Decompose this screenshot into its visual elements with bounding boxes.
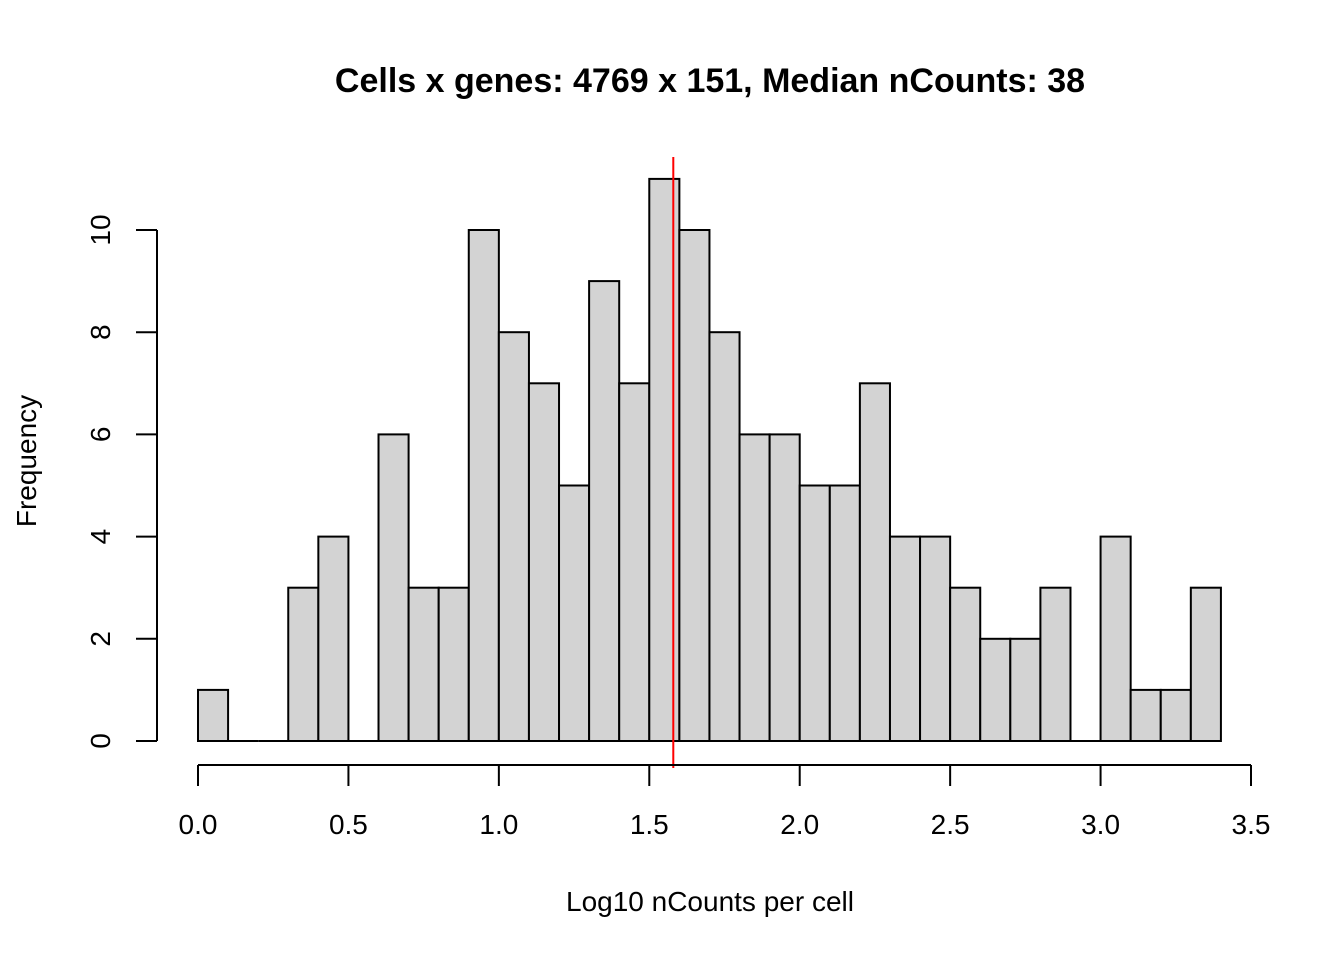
histogram-bar bbox=[317, 535, 350, 742]
x-tick-label: 1.5 bbox=[630, 809, 669, 840]
histogram-bar bbox=[919, 535, 952, 742]
histogram-bar bbox=[708, 331, 741, 742]
y-tick-label: 0 bbox=[85, 733, 116, 749]
x-axis: 0.0 0.5 1.0 1.5 2.0 2.5 3.0 3.5 bbox=[179, 764, 1271, 840]
histogram-bar bbox=[1159, 688, 1192, 743]
histogram-bar bbox=[497, 331, 530, 742]
histogram-bar bbox=[858, 382, 891, 742]
histogram-bar bbox=[377, 433, 410, 742]
x-tick-label: 3.5 bbox=[1232, 809, 1271, 840]
x-axis-label: Log10 nCounts per cell bbox=[566, 886, 854, 917]
y-axis-label: Frequency bbox=[11, 395, 42, 527]
histogram-bar bbox=[1099, 535, 1132, 742]
y-tick-label: 10 bbox=[85, 214, 116, 245]
histogram-bar bbox=[558, 484, 591, 742]
y-tick-label: 4 bbox=[85, 529, 116, 545]
bars-group bbox=[197, 177, 1222, 743]
histogram-bar bbox=[648, 177, 681, 742]
histogram-bar bbox=[678, 229, 711, 742]
histogram-bar bbox=[798, 484, 831, 742]
y-tick-label: 6 bbox=[85, 427, 116, 443]
histogram-bar bbox=[1189, 586, 1222, 743]
x-tick-label: 2.5 bbox=[931, 809, 970, 840]
histogram-bar bbox=[1009, 637, 1042, 742]
histogram-bar bbox=[467, 229, 500, 742]
histogram-bar bbox=[618, 382, 651, 742]
histogram-bar bbox=[949, 586, 982, 743]
histogram-bar bbox=[768, 433, 801, 742]
x-tick-label: 1.0 bbox=[479, 809, 518, 840]
y-axis: 0 2 4 6 8 10 bbox=[85, 214, 158, 749]
chart-title: Cells x genes: 4769 x 151, Median nCount… bbox=[335, 62, 1085, 100]
x-tick-label: 0.5 bbox=[329, 809, 368, 840]
histogram-bar bbox=[1129, 688, 1162, 743]
histogram-bar bbox=[888, 535, 922, 742]
x-tick-label: 0.0 bbox=[179, 809, 218, 840]
histogram-bar bbox=[1039, 586, 1072, 743]
histogram-bar bbox=[197, 688, 230, 743]
histogram-bar bbox=[588, 280, 621, 742]
x-tick-label: 3.0 bbox=[1081, 809, 1120, 840]
histogram-bar bbox=[738, 433, 771, 742]
y-tick-label: 2 bbox=[85, 631, 116, 647]
histogram-bar bbox=[407, 586, 440, 743]
x-tick-label: 2.0 bbox=[780, 809, 819, 840]
histogram-bar bbox=[979, 637, 1012, 742]
histogram-bar bbox=[287, 586, 320, 743]
histogram-bar bbox=[527, 382, 561, 742]
y-tick-label: 8 bbox=[85, 324, 116, 340]
histogram-bar bbox=[437, 586, 470, 743]
histogram-bar bbox=[828, 484, 861, 742]
